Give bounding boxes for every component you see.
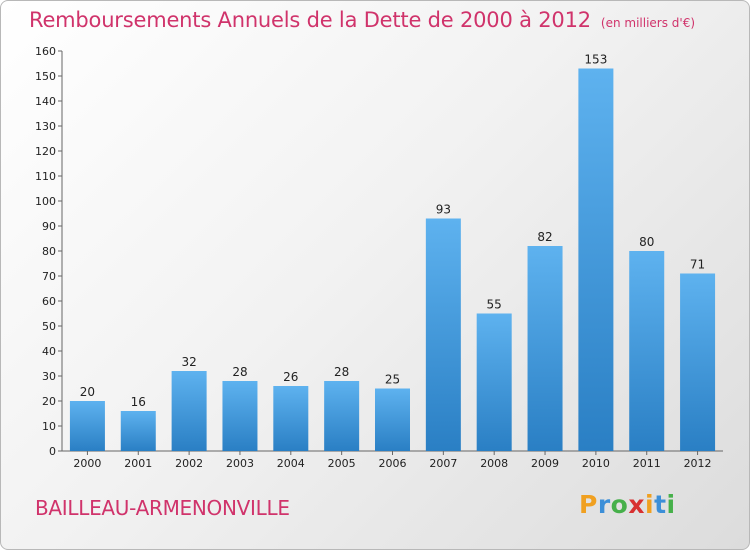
y-tick-label: 140 <box>35 95 56 108</box>
value-label-2004: 26 <box>283 370 298 384</box>
value-label-2012: 71 <box>690 258 705 272</box>
chart-title: Remboursements Annuels de la Dette de 20… <box>29 8 591 32</box>
y-tick-label: 10 <box>42 420 56 433</box>
value-label-2002: 32 <box>181 355 196 369</box>
bar-2008 <box>476 313 512 451</box>
bar-2010 <box>578 68 614 451</box>
x-tick-label: 2004 <box>277 457 305 470</box>
bar-2012 <box>680 273 716 451</box>
value-label-2007: 93 <box>436 203 451 217</box>
y-tick-label: 80 <box>42 245 56 258</box>
logo-letter: x <box>628 490 645 519</box>
value-label-2011: 80 <box>639 235 654 249</box>
proxiti-logo: Proxiti <box>579 490 676 519</box>
y-tick-label: 160 <box>35 45 56 58</box>
value-label-2008: 55 <box>487 298 502 312</box>
y-tick-label: 110 <box>35 170 56 183</box>
logo-letter: t <box>654 490 667 519</box>
place-name: BAILLEAU-ARMENONVILLE <box>35 496 290 520</box>
x-tick-label: 2000 <box>73 457 101 470</box>
bar-2007 <box>425 218 461 451</box>
bar-2009 <box>527 246 563 451</box>
y-tick-label: 0 <box>49 445 56 458</box>
y-tick-label: 20 <box>42 395 56 408</box>
x-tick-label: 2006 <box>379 457 407 470</box>
x-tick-label: 2001 <box>124 457 152 470</box>
bars <box>69 68 716 451</box>
bar-2002 <box>171 371 207 451</box>
value-label-2009: 82 <box>537 230 552 244</box>
y-tick-label: 40 <box>42 345 56 358</box>
y-tick-label: 130 <box>35 120 56 133</box>
x-tick-label: 2002 <box>175 457 203 470</box>
value-labels: 20 16 32 28 26 28 25 93 55 82 153 80 71 <box>80 53 705 410</box>
value-label-2006: 25 <box>385 373 400 387</box>
logo-letter: o <box>610 490 629 519</box>
bar-2004 <box>273 386 309 451</box>
y-tick-label: 150 <box>35 70 56 83</box>
x-tick-label: 2011 <box>633 457 661 470</box>
bar-2011 <box>629 251 665 451</box>
x-tick-label: 2008 <box>480 457 508 470</box>
x-tick-label: 2005 <box>328 457 356 470</box>
bar-2000 <box>69 401 105 451</box>
y-tick-label: 70 <box>42 270 56 283</box>
bar-2006 <box>375 388 410 451</box>
x-ticks: 2000 2001 2002 2003 2004 2005 2006 2007 2008 2009… <box>73 451 712 470</box>
logo-letter: i <box>645 490 655 519</box>
x-tick-label: 2009 <box>531 457 559 470</box>
y-tick-label: 50 <box>42 320 56 333</box>
x-tick-label: 2010 <box>582 457 610 470</box>
value-label-2010: 153 <box>584 53 607 67</box>
unit-note: (en milliers d'€) <box>600 16 696 30</box>
y-ticks: 0 10 20 30 40 50 60 70 80 90 100 110 120 130 140 150 160 <box>35 45 62 458</box>
y-tick-label: 90 <box>42 220 56 233</box>
value-label-2003: 28 <box>232 365 247 379</box>
y-tick-label: 100 <box>35 195 56 208</box>
title-row: Remboursements Annuels de la Dette de 20… <box>29 8 695 32</box>
logo-letter: P <box>579 490 598 519</box>
value-label-2005: 28 <box>334 365 349 379</box>
value-label-2001: 16 <box>131 395 146 409</box>
y-tick-label: 30 <box>42 370 56 383</box>
logo-letter: i <box>666 490 676 519</box>
logo-letter: r <box>597 490 611 519</box>
x-tick-label: 2003 <box>226 457 254 470</box>
bar-2005 <box>324 381 360 451</box>
x-tick-label: 2007 <box>429 457 457 470</box>
bar-2003 <box>222 381 258 451</box>
x-tick-label: 2012 <box>684 457 712 470</box>
bar-2001 <box>120 411 156 451</box>
y-tick-label: 120 <box>35 145 56 158</box>
y-tick-label: 60 <box>42 295 56 308</box>
value-label-2000: 20 <box>80 385 95 399</box>
